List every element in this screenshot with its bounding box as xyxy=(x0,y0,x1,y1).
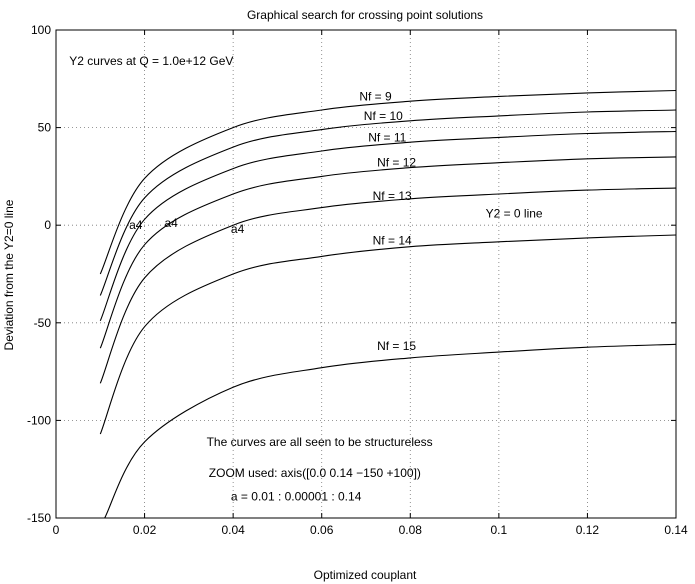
x-tick-label: 0.14 xyxy=(664,523,688,537)
annotation-text: The curves are all seen to be structurel… xyxy=(207,435,433,449)
curve-label: Nf = 15 xyxy=(377,339,416,353)
curve-label: Nf = 9 xyxy=(359,89,392,103)
curve-labels: Nf = 9 Nf = 10 Nf = 11 Nf = 12 Nf = 13 Nf = 1… xyxy=(359,89,416,353)
x-tick-label: 0.02 xyxy=(133,523,157,537)
curve-nf-10 xyxy=(99,109,677,296)
annotation-text: a = 0.01 : 0.00001 : 0.14 xyxy=(231,489,362,503)
y-axis-label: Deviation from the Y2=0 line xyxy=(2,199,16,350)
x-tick-label: 0 xyxy=(53,523,60,537)
curve-nf-12 xyxy=(99,156,677,349)
x-tick-label: 0.12 xyxy=(576,523,600,537)
curve-label: Nf = 11 xyxy=(368,130,406,144)
annotations: Y2 curves at Q = 1.0e+12 GeV Y2 = 0 line a… xyxy=(69,54,543,503)
annotation-text: a4 xyxy=(129,218,143,232)
curve-label: Nf = 14 xyxy=(373,234,412,248)
y-tick-label: -100 xyxy=(27,413,51,427)
chart-title: Graphical search for crossing point solu… xyxy=(247,8,483,22)
curve-label: Nf = 10 xyxy=(364,109,403,123)
curve-nf-13 xyxy=(99,187,677,384)
curve-nf-9 xyxy=(99,89,677,275)
curve-label: Nf = 13 xyxy=(373,189,412,203)
curve-label: Nf = 12 xyxy=(377,156,416,170)
curve-nf-15 xyxy=(104,343,677,519)
ticks: 0 0.02 0.04 0.06 0.08 0.1 0.12 0.14 -150 -100 -50 0… xyxy=(27,23,688,537)
annotation-text: Y2 curves at Q = 1.0e+12 GeV xyxy=(69,54,233,68)
annotation-text: ZOOM used: axis([0.0 0.14 −150 +100]) xyxy=(209,466,421,480)
y-tick-label: 100 xyxy=(31,23,51,37)
curve-nf-11 xyxy=(99,130,677,322)
axes-frame xyxy=(55,29,677,519)
annotation-text: a4 xyxy=(165,216,179,230)
x-tick-label: 0.08 xyxy=(399,523,423,537)
y-tick-label: 50 xyxy=(38,121,52,135)
y-tick-label: -50 xyxy=(34,316,52,330)
x-tick-label: 0.06 xyxy=(310,523,334,537)
y-tick-label: -150 xyxy=(27,511,51,525)
curves xyxy=(99,89,677,519)
x-axis-label: Optimized couplant xyxy=(314,568,417,582)
annotation-text: Y2 = 0 line xyxy=(486,206,543,220)
x-tick-label: 0.1 xyxy=(491,523,508,537)
x-tick-label: 0.04 xyxy=(221,523,245,537)
curve-nf-14 xyxy=(99,234,677,435)
y-tick-label: 0 xyxy=(44,218,51,232)
annotation-text: a4 xyxy=(231,222,245,236)
